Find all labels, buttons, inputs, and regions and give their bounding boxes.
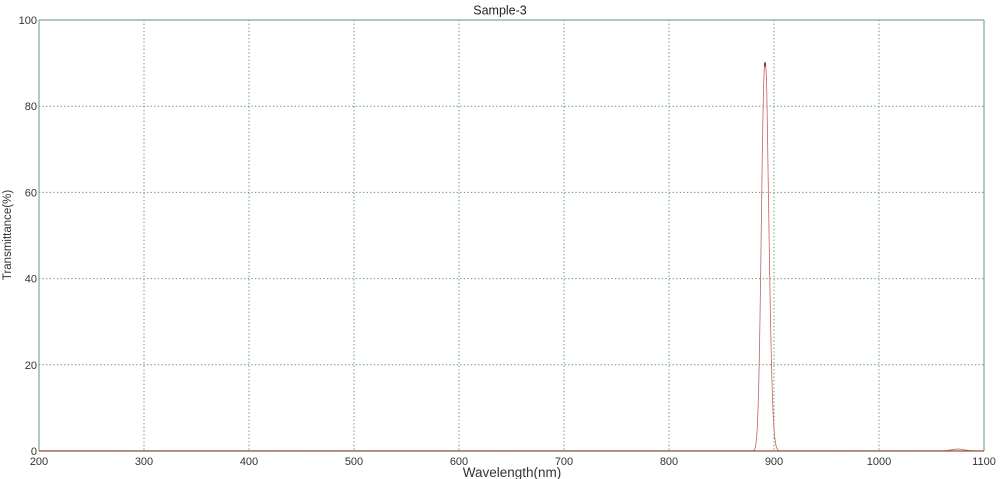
svg-text:400: 400 [240, 456, 258, 468]
svg-text:100: 100 [19, 15, 37, 27]
svg-text:900: 900 [765, 456, 783, 468]
svg-text:300: 300 [135, 456, 153, 468]
svg-text:20: 20 [25, 360, 37, 372]
svg-text:800: 800 [660, 456, 678, 468]
svg-text:500: 500 [345, 456, 363, 468]
svg-text:Sample-3: Sample-3 [473, 4, 527, 18]
svg-text:1000: 1000 [867, 456, 891, 468]
svg-text:0: 0 [31, 446, 37, 458]
svg-text:Wavelength(nm): Wavelength(nm) [463, 465, 562, 479]
svg-text:60: 60 [25, 187, 37, 199]
svg-text:Transmittance(%): Transmittance(%) [2, 190, 14, 280]
svg-text:80: 80 [25, 101, 37, 113]
svg-text:40: 40 [25, 274, 37, 286]
svg-text:1100: 1100 [972, 456, 996, 468]
